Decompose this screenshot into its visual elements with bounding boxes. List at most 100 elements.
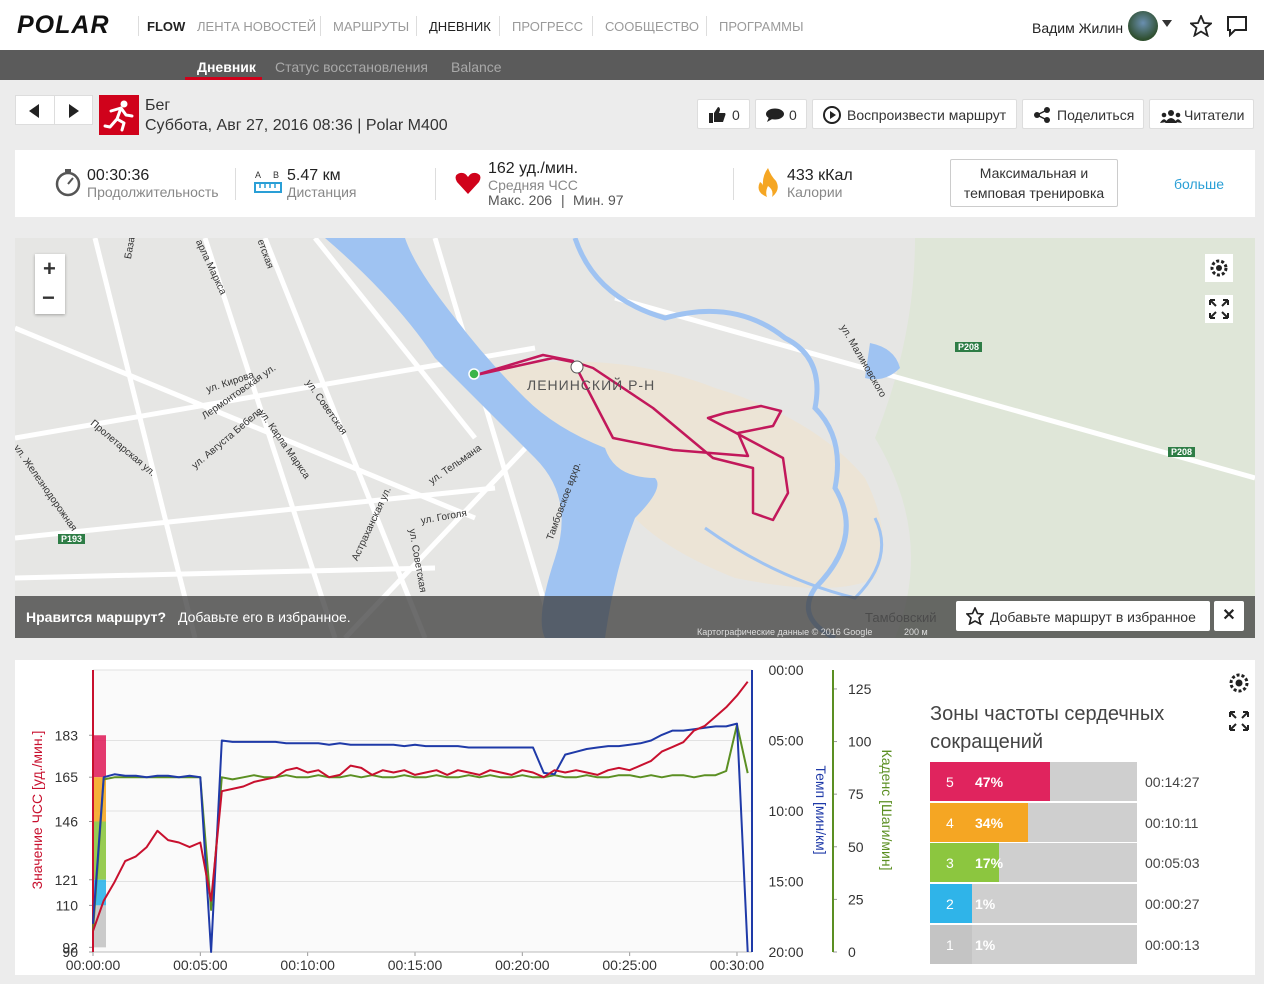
calories-label: Калории bbox=[787, 184, 843, 200]
map-canvas bbox=[15, 238, 1255, 638]
zone-bar bbox=[970, 803, 1028, 842]
chart-settings[interactable] bbox=[1225, 669, 1253, 697]
separator bbox=[592, 16, 593, 36]
sub-nav-item[interactable]: Balance bbox=[451, 59, 502, 75]
followers-button[interactable]: Читатели bbox=[1149, 99, 1254, 129]
separator bbox=[320, 16, 321, 36]
x-tick-label: 00:20:00 bbox=[495, 957, 550, 973]
zone-number: 1 bbox=[946, 937, 954, 953]
y-axis-label: Значение ЧСС [уд./мин.] bbox=[29, 731, 45, 890]
road-shield: P193 bbox=[58, 534, 86, 544]
sport-icon bbox=[99, 95, 139, 135]
brand[interactable]: FLOW bbox=[147, 19, 186, 34]
share-button[interactable]: Поделиться bbox=[1022, 99, 1144, 129]
sub-nav-item[interactable]: Статус восстановления bbox=[275, 59, 428, 75]
y3-tick-label: 25 bbox=[848, 891, 864, 907]
comment-count: 0 bbox=[789, 107, 797, 123]
favorite-button[interactable]: Добавьте маршрут в избранное bbox=[956, 601, 1210, 631]
sub-nav-item[interactable]: Дневник bbox=[197, 59, 256, 75]
nav-item[interactable]: ПРОГРЕСС bbox=[512, 19, 583, 34]
button-label: Поделиться bbox=[1057, 107, 1135, 123]
distance-b: B bbox=[273, 170, 280, 180]
zone-number: 3 bbox=[946, 855, 954, 871]
nav-item[interactable]: МАРШРУТЫ bbox=[333, 19, 410, 34]
zone-number-box bbox=[930, 843, 970, 882]
zone-percent: 1% bbox=[975, 937, 996, 953]
people-icon bbox=[1160, 110, 1182, 123]
star-icon[interactable] bbox=[1190, 15, 1212, 37]
chart-fullscreen[interactable] bbox=[1225, 707, 1253, 735]
map[interactable]: ЛЕНИНСКИЙ Р-Н ул. Кирова Лермонтовская ул.… bbox=[15, 238, 1255, 638]
ruler-icon bbox=[254, 182, 282, 193]
nav-item[interactable]: ПРОГРАММЫ bbox=[719, 19, 804, 34]
nav-item[interactable]: СООБЩЕСТВО bbox=[605, 19, 699, 34]
zone-number: 5 bbox=[946, 774, 954, 790]
y2-tick-label: 05:00 bbox=[768, 733, 803, 749]
x-tick-label: 00:05:00 bbox=[173, 957, 228, 973]
dropdown-caret[interactable] bbox=[1162, 20, 1172, 28]
map-attribution: Картографические данные © 2016 Google bbox=[697, 627, 873, 637]
series-line bbox=[92, 681, 749, 932]
comment-icon bbox=[766, 108, 784, 122]
close-button[interactable]: ✕ bbox=[1214, 601, 1244, 631]
y-tick-label: 183 bbox=[55, 727, 79, 743]
zone-time: 00:00:27 bbox=[1145, 896, 1200, 912]
hr-max: Макс. 206 bbox=[488, 192, 553, 208]
star-icon bbox=[966, 607, 984, 625]
y-tick-label: 165 bbox=[55, 769, 79, 785]
road-shield: P208 bbox=[955, 342, 983, 352]
zoom-in[interactable]: + bbox=[43, 256, 56, 281]
like-button[interactable]: 0 bbox=[697, 99, 750, 129]
prev-button[interactable] bbox=[28, 104, 40, 118]
zone-number-box bbox=[930, 884, 970, 923]
logo[interactable]: POLAR bbox=[17, 11, 110, 39]
zoom-control: + − bbox=[35, 254, 65, 314]
zone-number-box bbox=[930, 803, 970, 842]
zone-bar bbox=[970, 884, 972, 923]
zone-bar bbox=[970, 925, 972, 964]
y3-tick-label: 125 bbox=[848, 681, 872, 697]
zone-number-box bbox=[930, 762, 970, 801]
y-tick-label: 110 bbox=[56, 897, 79, 913]
zone-number-box bbox=[930, 925, 970, 964]
nav-item[interactable]: ДНЕВНИК bbox=[429, 19, 491, 34]
training-benefit[interactable]: Максимальная и темповая тренировка bbox=[950, 159, 1118, 207]
separator bbox=[416, 16, 417, 36]
zone-band bbox=[94, 905, 106, 948]
distance-label: Дистанция bbox=[287, 184, 357, 200]
hr-label: Средняя ЧСС bbox=[488, 177, 578, 193]
road-shield: P208 bbox=[1168, 447, 1196, 457]
heart-icon bbox=[455, 172, 481, 194]
message-icon[interactable] bbox=[1226, 15, 1248, 37]
separator bbox=[235, 168, 236, 200]
zoom-out[interactable]: − bbox=[42, 285, 55, 310]
zone-percent: 17% bbox=[975, 855, 1004, 871]
user-name[interactable]: Вадим Жилин bbox=[1032, 20, 1124, 36]
x-tick-label: 00:10:00 bbox=[280, 957, 335, 973]
chart: 00:00 05:00 10:00 15:00 20:00 183 165 146 121 110… bbox=[29, 662, 895, 973]
sport-name: Бег bbox=[145, 97, 171, 114]
calories-value: 433 кКал bbox=[787, 167, 853, 184]
x-tick-label: 00:25:00 bbox=[602, 957, 657, 973]
more-link[interactable]: больше bbox=[1174, 176, 1224, 192]
zone-number: 2 bbox=[946, 896, 954, 912]
zone-time: 00:05:03 bbox=[1145, 855, 1200, 871]
zone-time: 00:14:27 bbox=[1145, 774, 1200, 790]
thumb-icon bbox=[709, 107, 726, 123]
comment-button[interactable]: 0 bbox=[755, 99, 807, 129]
replay-button[interactable]: Воспроизвести маршрут bbox=[812, 99, 1017, 129]
avatar[interactable] bbox=[1128, 11, 1158, 41]
nav-item[interactable]: ЛЕНТА НОВОСТЕЙ bbox=[197, 19, 317, 34]
map-fullscreen[interactable] bbox=[1205, 295, 1233, 323]
y2-axis-label: Темп [мин/км] bbox=[813, 765, 829, 854]
series-line bbox=[92, 722, 749, 953]
map-settings[interactable] bbox=[1205, 254, 1233, 282]
next-button[interactable] bbox=[68, 104, 80, 118]
play-icon bbox=[823, 106, 841, 124]
x-tick-label: 00:00:00 bbox=[66, 957, 121, 973]
distance-a: A bbox=[255, 170, 262, 180]
zone-time: 00:10:11 bbox=[1145, 815, 1199, 831]
y-tick-label: 92 bbox=[62, 939, 78, 955]
distance-value: 5.47 км bbox=[287, 167, 341, 184]
